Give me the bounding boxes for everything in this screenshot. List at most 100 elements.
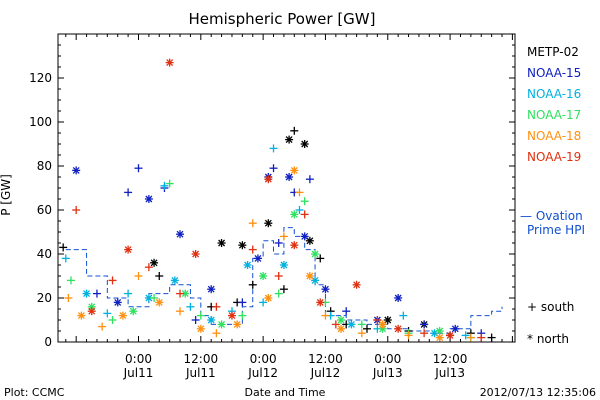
south-marker bbox=[357, 320, 366, 329]
south-marker bbox=[61, 254, 70, 263]
south-marker bbox=[461, 331, 470, 340]
x-tick-time-label: 0:00 bbox=[250, 352, 277, 366]
north-marker bbox=[207, 285, 216, 294]
y-tick-label: 20 bbox=[37, 291, 52, 305]
north-marker bbox=[217, 239, 226, 247]
x-tick-date-label: Jul13 bbox=[434, 366, 465, 380]
marker-stroke bbox=[436, 334, 444, 342]
y-tick-label: 40 bbox=[37, 247, 52, 261]
x-tick-time-label: 12:00 bbox=[308, 352, 343, 366]
south-marker bbox=[248, 280, 257, 289]
x-tick-time-label: 0:00 bbox=[125, 352, 152, 366]
footer-timestamp: 2012/07/13 12:35:06 bbox=[480, 386, 596, 399]
north-marker bbox=[285, 173, 294, 181]
north-marker bbox=[435, 333, 444, 342]
y-tick-label: 100 bbox=[29, 115, 52, 129]
south-marker bbox=[196, 311, 205, 320]
marker-stroke bbox=[83, 290, 91, 298]
south-marker bbox=[144, 263, 153, 272]
x-tick-time-label: 12:00 bbox=[433, 352, 468, 366]
marker-stroke bbox=[207, 285, 215, 293]
marker-stroke bbox=[301, 232, 309, 240]
south-marker bbox=[300, 197, 309, 206]
marker-stroke bbox=[290, 210, 298, 218]
plot-border bbox=[57, 33, 516, 343]
north-marker bbox=[290, 210, 299, 219]
south-marker bbox=[212, 302, 221, 311]
south-marker bbox=[124, 188, 133, 197]
marker-stroke bbox=[451, 325, 459, 333]
north-marker bbox=[155, 298, 164, 307]
x-tick-time-label: 0:00 bbox=[374, 352, 401, 366]
south-marker bbox=[92, 289, 101, 298]
south-marker bbox=[238, 311, 247, 320]
marker-stroke bbox=[264, 175, 272, 183]
south-marker bbox=[404, 331, 413, 340]
marker-stroke bbox=[181, 290, 189, 298]
north-marker bbox=[82, 289, 91, 298]
north-marker bbox=[352, 280, 361, 289]
x-tick-date-label: Jul12 bbox=[310, 366, 341, 380]
marker-stroke bbox=[119, 312, 127, 320]
north-marker bbox=[113, 298, 122, 307]
marker-stroke bbox=[394, 325, 402, 333]
marker-stroke bbox=[166, 59, 174, 67]
south-marker bbox=[290, 126, 299, 135]
marker-stroke bbox=[228, 312, 236, 320]
south-marker bbox=[248, 245, 257, 254]
south-marker bbox=[191, 316, 200, 324]
legend-ovation-line2: Prime HPI bbox=[527, 223, 585, 237]
north-marker bbox=[165, 58, 174, 67]
south-marker bbox=[155, 272, 164, 280]
south-marker bbox=[98, 322, 107, 331]
south-marker bbox=[212, 329, 221, 338]
marker-stroke bbox=[337, 316, 345, 324]
scatter-points-layer bbox=[59, 58, 496, 342]
x-axis: 0:00Jul1112:00Jul110:00Jul1212:00Jul120:… bbox=[65, 34, 513, 380]
marker-stroke bbox=[264, 219, 272, 227]
south-marker bbox=[269, 144, 278, 153]
south-marker bbox=[279, 285, 288, 294]
marker-stroke bbox=[197, 325, 205, 333]
legend-entry: NOAA-16 bbox=[527, 87, 581, 101]
north-marker bbox=[451, 324, 460, 333]
north-marker bbox=[321, 285, 330, 294]
marker-stroke bbox=[337, 325, 345, 333]
marker-stroke bbox=[321, 285, 329, 293]
north-marker bbox=[279, 261, 288, 269]
south-marker bbox=[373, 316, 382, 324]
north-marker bbox=[337, 316, 346, 324]
legend-north-marker: * north bbox=[527, 332, 569, 346]
south-marker bbox=[487, 333, 496, 342]
marker-stroke bbox=[394, 294, 402, 302]
marker-stroke bbox=[238, 241, 246, 249]
south-marker bbox=[72, 206, 81, 214]
x-axis-label: Date and Time bbox=[245, 386, 326, 399]
south-marker bbox=[300, 210, 309, 219]
south-marker bbox=[477, 333, 486, 342]
legend-ovation-line1: — Ovation bbox=[520, 209, 583, 223]
marker-stroke bbox=[145, 294, 153, 302]
south-marker bbox=[331, 320, 340, 329]
marker-stroke bbox=[114, 298, 122, 306]
marker-stroke bbox=[72, 166, 80, 174]
south-marker bbox=[59, 243, 68, 252]
north-marker bbox=[311, 250, 320, 258]
north-marker bbox=[176, 230, 185, 239]
south-marker bbox=[466, 333, 475, 342]
marker-stroke bbox=[446, 331, 454, 339]
north-marker bbox=[150, 258, 159, 267]
south-marker bbox=[420, 320, 429, 329]
legend-entry: NOAA-18 bbox=[527, 129, 581, 143]
marker-stroke bbox=[218, 320, 226, 328]
marker-stroke bbox=[353, 281, 361, 289]
south-marker bbox=[176, 307, 185, 316]
south-marker bbox=[295, 188, 304, 197]
north-marker bbox=[259, 272, 268, 280]
legend-entry: METP-02 bbox=[527, 45, 579, 59]
south-marker bbox=[108, 276, 117, 285]
south-marker bbox=[66, 276, 75, 285]
north-marker bbox=[285, 135, 294, 144]
legend-entry: NOAA-17 bbox=[527, 108, 581, 122]
